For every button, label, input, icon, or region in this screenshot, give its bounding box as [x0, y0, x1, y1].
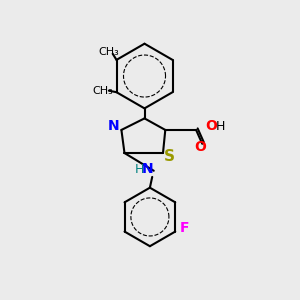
Text: CH₃: CH₃	[98, 47, 119, 57]
Text: N: N	[142, 162, 153, 176]
Text: H: H	[135, 163, 145, 176]
Text: S: S	[164, 149, 175, 164]
Text: F: F	[180, 221, 189, 235]
Text: H: H	[216, 120, 225, 133]
Text: CH₃: CH₃	[92, 86, 113, 96]
Text: N: N	[108, 119, 119, 133]
Text: O: O	[194, 140, 206, 154]
Text: O: O	[206, 119, 218, 133]
